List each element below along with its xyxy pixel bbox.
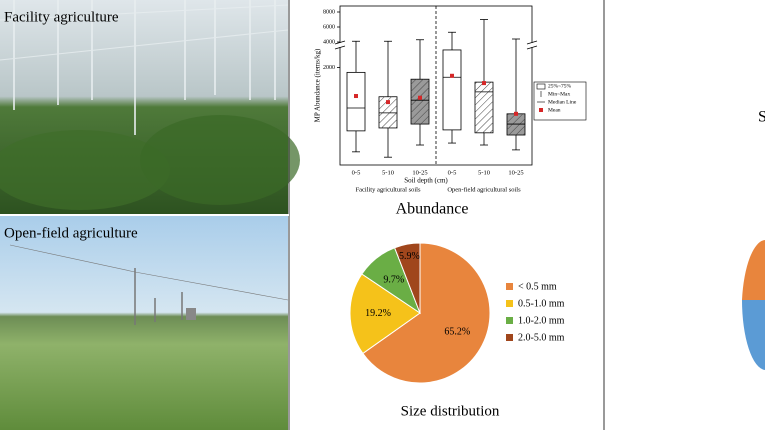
box-hatch (411, 79, 429, 125)
legend-label: Median Line (548, 99, 577, 105)
mean-marker (354, 94, 358, 99)
partial-pie (742, 240, 765, 300)
partial-pie (742, 300, 765, 370)
y-axis-label: MP Abundance (items/kg) (314, 48, 322, 122)
slice-label: 9.7% (383, 275, 404, 286)
panel-label: S (758, 109, 765, 126)
slice-label: 65.2% (444, 327, 470, 338)
legend-label: < 0.5 mm (518, 281, 557, 292)
box-chart: 2000 4000 6000 8000 MP Abundance (items/kg) 0… (314, 5, 587, 218)
break-mark (334, 40, 346, 45)
chart-caption: Abundance (396, 201, 469, 218)
mean-marker (514, 111, 518, 116)
legend-label: 1.0-2.0 mm (518, 315, 565, 326)
legend-label: 25%~75% (548, 83, 572, 89)
legend-swatch (506, 334, 513, 341)
power-poles (9, 244, 289, 325)
legend-swatch (506, 300, 513, 307)
pie-chart: 65.2% < 0.5 mm 19.2% 0.5-1.0 mm 9.7% 1.0-2.0 … (349, 242, 565, 419)
pie-slice (393, 242, 421, 314)
slice-label: 19.2% (365, 308, 391, 319)
legend-label: 0.5-1.0 mm (518, 298, 565, 309)
mean-marker (450, 73, 454, 78)
slice-label: 5.9% (399, 251, 420, 262)
x-axis-label: Soil depth (cm) (404, 177, 448, 185)
box (442, 49, 462, 131)
y-tick-label: 6000 (323, 24, 335, 30)
legend-mean (539, 108, 543, 112)
x-tick-label: 0-5 (448, 169, 457, 176)
greenhouse-frame (0, 0, 289, 135)
box-hatch (475, 82, 493, 133)
break-mark (526, 40, 538, 45)
axis-break (336, 43, 344, 47)
legend-swatch (506, 283, 513, 290)
break-mark (334, 45, 346, 50)
x-tick-label: 5-10 (382, 169, 394, 176)
box (346, 71, 366, 132)
box-hatch (379, 96, 397, 128)
x-tick-label: 10-25 (508, 169, 523, 176)
axis-break (528, 43, 536, 47)
legend-box (536, 83, 546, 90)
open-field-photo (0, 216, 288, 430)
x-tick-label: 0-5 (352, 169, 361, 176)
y-tick-label: 2000 (323, 65, 335, 71)
photo-label: Open-field agriculture (4, 225, 138, 241)
chart-caption: Size distribution (401, 403, 500, 419)
legend-label: Mean (548, 107, 561, 113)
mean-marker (418, 95, 422, 100)
pie-slice (362, 242, 491, 384)
y-tick-label: 8000 (323, 9, 335, 15)
break-mark (526, 45, 538, 50)
mean-marker (482, 81, 486, 86)
x-tick-label: 10-25 (412, 169, 427, 176)
legend-swatch (506, 317, 513, 324)
x-tick-label: 5-10 (478, 169, 490, 176)
pie-slice (349, 273, 421, 355)
legend-label: 2.0-5.0 mm (518, 332, 565, 343)
group-label: Open-field agricultural soils (447, 186, 521, 193)
legend-label: Min~Max (548, 91, 570, 97)
group-label: Facility agricultural soils (356, 186, 421, 193)
photo-label: Facility agriculture (4, 9, 119, 25)
y-tick-label: 4000 (323, 39, 335, 45)
mean-marker (386, 100, 390, 105)
